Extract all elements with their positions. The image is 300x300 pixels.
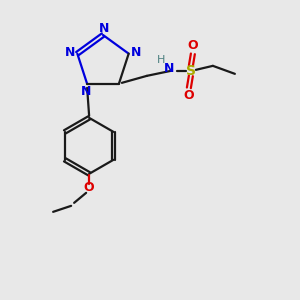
Text: O: O [184, 89, 194, 102]
Text: O: O [84, 181, 94, 194]
Text: N: N [130, 46, 141, 59]
Text: N: N [65, 46, 76, 59]
Text: N: N [81, 85, 91, 98]
Text: N: N [164, 62, 174, 75]
Text: S: S [186, 64, 196, 78]
Text: O: O [188, 39, 198, 52]
Text: H: H [157, 55, 165, 65]
Text: N: N [99, 22, 109, 34]
